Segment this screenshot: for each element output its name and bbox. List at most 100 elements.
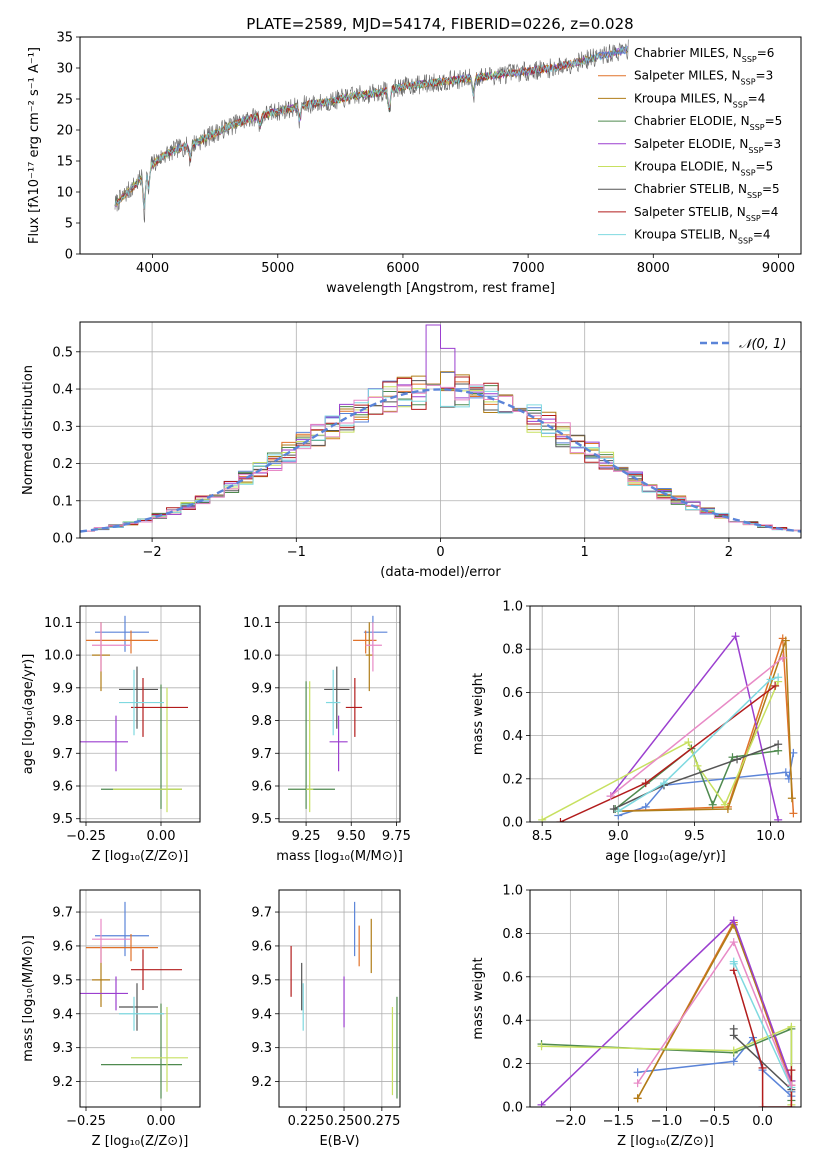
x-tick-label: 2 bbox=[725, 545, 733, 560]
x-tick-label: 9.25 bbox=[292, 829, 321, 844]
errorbar-point bbox=[131, 1006, 188, 1092]
model-spectrum-line bbox=[114, 57, 581, 210]
y-tick-label: 10.0 bbox=[243, 649, 272, 664]
y-tick-label: 9.3 bbox=[251, 1041, 272, 1056]
y-tick-label: 0.5 bbox=[52, 345, 73, 360]
weight-marker bbox=[684, 738, 693, 747]
chart-Z_mass: −0.25 0.00 9.2 9.3 9.4 9.5 9.6 9.7 Z [log₁₀(Z/Z⊙… bbox=[21, 889, 201, 1149]
y-axis-label: mass weight bbox=[471, 673, 486, 755]
y-tick-label: 9.8 bbox=[251, 714, 272, 729]
y-tick-label: 0.0 bbox=[52, 532, 73, 547]
y-tick-label: 0.6 bbox=[502, 970, 523, 985]
errorbar-point bbox=[113, 687, 182, 813]
y-tick-label: 10 bbox=[56, 186, 73, 201]
errorbar-point bbox=[325, 669, 341, 736]
x-tick-label: 5000 bbox=[261, 261, 294, 276]
chart-Z_age: −0.25 0.00 9.5 9.6 9.7 9.8 9.9 10.0 10.1 Z [log₁₀… bbox=[21, 605, 201, 864]
weight-line bbox=[618, 752, 795, 817]
weight-marker bbox=[787, 1022, 796, 1031]
y-axis-label: mass [log₁₀(M/M⊙)] bbox=[21, 935, 36, 1062]
weight-marker bbox=[537, 1042, 546, 1051]
errorbar-point bbox=[92, 918, 131, 963]
plot-area bbox=[80, 615, 188, 813]
y-tick-label: 0.4 bbox=[502, 1014, 523, 1029]
y-tick-label: 0 bbox=[65, 248, 73, 263]
legend-label: Salpeter MILES, NSSP=3 bbox=[634, 69, 773, 87]
x-tick-label: 9.50 bbox=[337, 829, 366, 844]
y-tick-label: 9.5 bbox=[52, 812, 73, 827]
weight-marker bbox=[693, 761, 702, 770]
x-tick-label: −0.5 bbox=[699, 1114, 731, 1129]
x-tick-label: 9.5 bbox=[684, 829, 705, 844]
legend-label: Chabrier STELIB, NSSP=5 bbox=[634, 182, 780, 200]
legend: Chabrier MILES, NSSP=6 Salpeter MILES, NS… bbox=[598, 46, 782, 245]
errorbar-point bbox=[365, 622, 382, 672]
x-axis-label: Z [log₁₀(Z/Z⊙)] bbox=[92, 1134, 189, 1149]
weight-marker bbox=[708, 800, 717, 809]
y-tick-label: 25 bbox=[56, 93, 73, 108]
y-tick-label: 9.5 bbox=[251, 812, 272, 827]
weight-marker bbox=[787, 794, 796, 803]
weight-marker bbox=[766, 675, 775, 684]
weight-marker bbox=[720, 800, 729, 809]
y-tick-label: 0.3 bbox=[52, 420, 73, 435]
y-tick-label: 0.0 bbox=[502, 816, 523, 831]
y-tick-label: 0.2 bbox=[52, 457, 73, 472]
weight-marker bbox=[537, 1100, 546, 1107]
y-tick-label: 0.2 bbox=[502, 1057, 523, 1072]
y-tick-label: 9.7 bbox=[52, 747, 73, 762]
y-tick-label: 9.5 bbox=[52, 973, 73, 988]
plot-area bbox=[80, 324, 801, 538]
errorbar-point bbox=[306, 681, 314, 813]
errorbar-point bbox=[119, 983, 158, 1031]
x-tick-label: −1.5 bbox=[603, 1114, 635, 1129]
weight-marker bbox=[641, 779, 650, 788]
weight-marker bbox=[729, 916, 738, 925]
weight-marker bbox=[609, 805, 618, 814]
y-axis-label: mass weight bbox=[471, 957, 486, 1039]
chart-ebv_mass: 0.225 0.250 0.275 9.2 9.3 9.4 9.5 9.6 9.7 E(B-V) bbox=[251, 889, 401, 1149]
x-tick-label: −1 bbox=[287, 545, 306, 560]
residual-histogram bbox=[80, 384, 801, 538]
y-tick-label: 1.0 bbox=[502, 884, 523, 899]
weight-line bbox=[617, 676, 779, 812]
errorbar-point bbox=[131, 678, 188, 737]
normal-curve bbox=[80, 388, 801, 533]
plot-area bbox=[538, 632, 798, 822]
weight-marker bbox=[633, 1094, 642, 1103]
errorbar-point bbox=[119, 666, 158, 729]
weight-marker bbox=[758, 1103, 767, 1107]
axes-frame bbox=[529, 605, 802, 823]
y-tick-label: 9.3 bbox=[52, 1041, 73, 1056]
errorbar-point bbox=[324, 666, 350, 729]
weight-marker bbox=[774, 673, 783, 682]
y-tick-label: 10.1 bbox=[44, 616, 73, 631]
legend-label: Chabrier MILES, NSSP=6 bbox=[634, 46, 774, 64]
y-tick-label: 9.7 bbox=[52, 906, 73, 921]
axes-frame bbox=[278, 605, 401, 823]
weight-marker bbox=[729, 938, 738, 947]
weight-line bbox=[610, 657, 784, 797]
x-tick-label: 6000 bbox=[386, 261, 419, 276]
weight-marker bbox=[659, 779, 668, 788]
x-tick-label: 9.75 bbox=[382, 829, 411, 844]
x-tick-label: −2.0 bbox=[555, 1114, 587, 1129]
weight-marker bbox=[538, 815, 547, 822]
y-tick-label: 9.4 bbox=[251, 1007, 272, 1022]
y-tick-label: 9.6 bbox=[251, 780, 272, 795]
x-tick-label: 9000 bbox=[762, 261, 795, 276]
axes-frame bbox=[79, 889, 201, 1108]
errorbar-point bbox=[345, 678, 363, 737]
axes-frame bbox=[79, 605, 201, 823]
weight-marker bbox=[774, 740, 783, 749]
axes-frame bbox=[529, 889, 802, 1108]
errorbar-point bbox=[131, 949, 182, 991]
y-tick-label: 9.6 bbox=[251, 939, 272, 954]
y-tick-label: 0.0 bbox=[502, 1101, 523, 1116]
x-axis-label: Z [log₁₀(Z/Z⊙)] bbox=[617, 1134, 714, 1149]
weight-marker bbox=[787, 1103, 796, 1107]
weight-marker bbox=[723, 805, 732, 814]
legend-label: Kroupa ELODIE, NSSP=5 bbox=[634, 160, 773, 178]
weight-marker bbox=[729, 1031, 738, 1040]
plot-area bbox=[114, 39, 629, 223]
